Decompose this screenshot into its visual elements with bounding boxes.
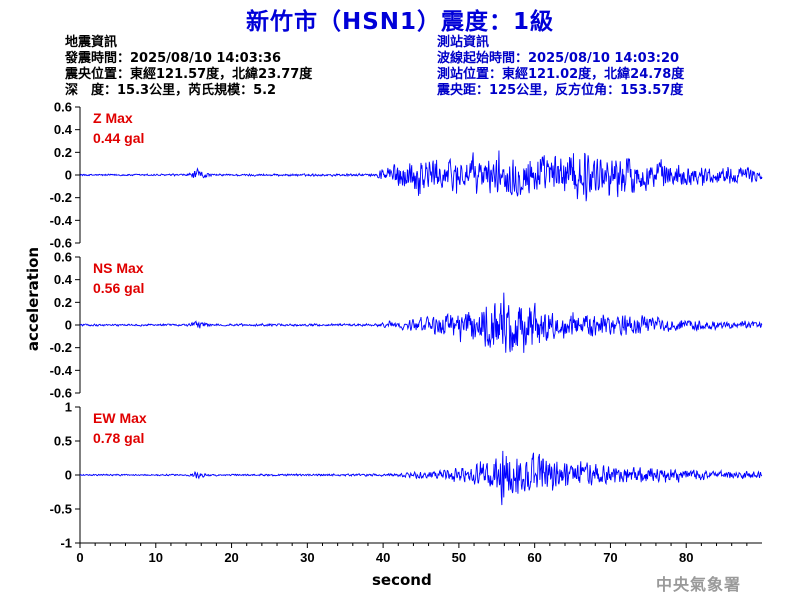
- y-tick-label: 0: [65, 168, 72, 183]
- y-tick-label: -1: [60, 536, 72, 551]
- y-tick-label: 0.2: [54, 145, 72, 160]
- y-axis-label: acceleration: [24, 246, 42, 352]
- x-tick-label: 30: [300, 550, 314, 565]
- x-tick-label: 40: [376, 550, 390, 565]
- y-tick-label: 0.2: [54, 295, 72, 310]
- x-tick-label: 60: [527, 550, 541, 565]
- panel-component-label: EW Max: [93, 410, 147, 426]
- x-tick-label: 10: [149, 550, 163, 565]
- y-tick-label: -0.2: [50, 340, 72, 355]
- quake-info: 地震資訊 發震時間：2025/08/10 14:03:36 震央位置：東經121…: [65, 35, 312, 99]
- y-tick-label: -0.4: [50, 363, 73, 378]
- panel-component-label: Z Max: [93, 110, 133, 126]
- y-tick-label: -0.4: [50, 213, 73, 228]
- y-tick-label: 0.6: [54, 100, 72, 115]
- x-tick-label: 50: [452, 550, 466, 565]
- x-tick-label: 80: [679, 550, 693, 565]
- waveform-trace: [79, 450, 763, 506]
- y-tick-label: -0.6: [50, 236, 72, 251]
- depth-magnitude: 深 度：15.3公里，芮氏規模：5.2: [65, 83, 277, 98]
- page-title: 新竹市（HSN1）震度：1級: [245, 9, 555, 35]
- wave-start-time: 波線起始時間：2025/08/10 14:03:20: [437, 51, 680, 66]
- y-tick-label: -0.2: [50, 190, 72, 205]
- origin-time: 發震時間：2025/08/10 14:03:36: [65, 51, 282, 66]
- station-position: 測站位置：東經121.02度，北緯24.78度: [437, 67, 685, 82]
- distance-azimuth: 震央距：125公里，反方位角：153.57度: [437, 83, 684, 98]
- x-axis-label: second: [372, 571, 432, 589]
- y-tick-label: 1: [65, 400, 72, 415]
- y-tick-label: 0.4: [54, 272, 73, 287]
- agency-watermark: 中央氣象署: [656, 575, 742, 594]
- x-tick-label: 20: [224, 550, 238, 565]
- quake-info-heading: 地震資訊: [65, 35, 118, 50]
- waveform-trace: [79, 150, 763, 202]
- y-tick-label: 0.6: [54, 250, 72, 265]
- y-tick-label: 0.4: [54, 122, 73, 137]
- panel-max-value: 0.56 gal: [93, 280, 144, 296]
- panel-component-label: NS Max: [93, 260, 144, 276]
- x-tick-label: 0: [76, 550, 83, 565]
- panel-max-value: 0.44 gal: [93, 130, 144, 146]
- station-info: 測站資訊 波線起始時間：2025/08/10 14:03:20 測站位置：東經1…: [437, 35, 684, 99]
- waveform-trace: [79, 292, 763, 353]
- panel-max-value: 0.78 gal: [93, 430, 144, 446]
- station-info-heading: 測站資訊: [437, 35, 490, 50]
- x-tick-label: 70: [603, 550, 617, 565]
- y-tick-label: -0.6: [50, 386, 72, 401]
- y-tick-label: -0.5: [50, 502, 72, 517]
- y-tick-label: 0.5: [54, 434, 72, 449]
- epicenter: 震央位置：東經121.57度，北緯23.77度: [65, 67, 313, 82]
- y-tick-label: 0: [65, 468, 72, 483]
- y-tick-label: 0: [65, 318, 72, 333]
